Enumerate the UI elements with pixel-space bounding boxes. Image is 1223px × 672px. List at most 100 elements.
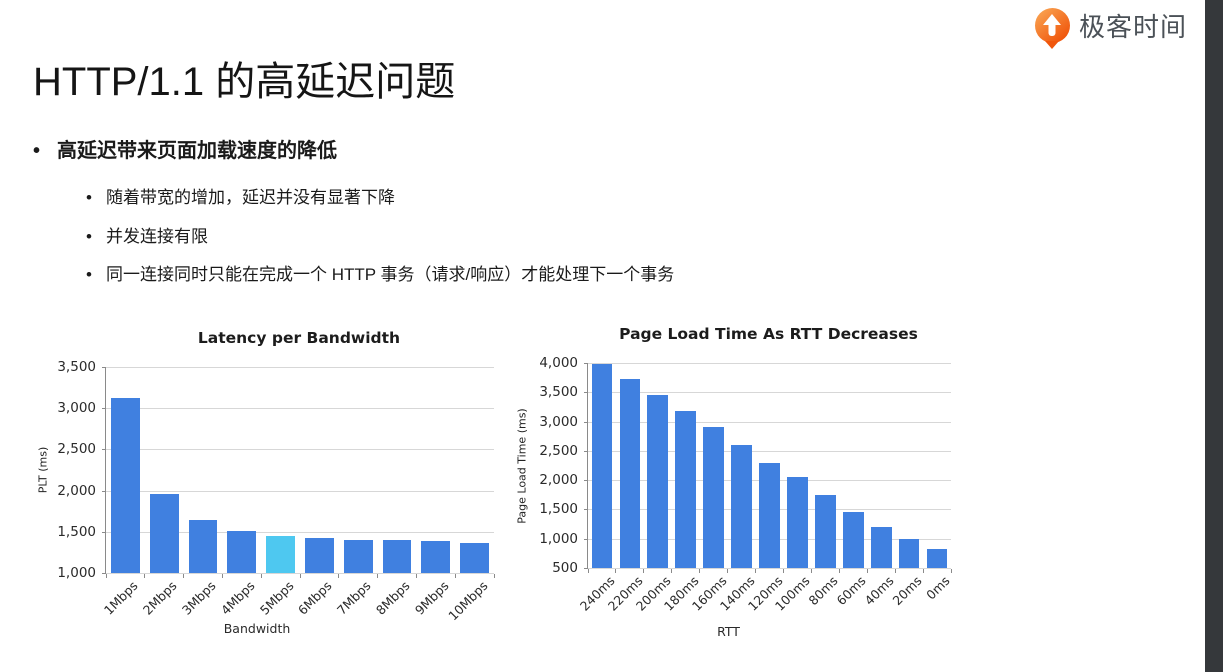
- x-tick-mark: [643, 569, 645, 573]
- y-tick-label: 1,500: [57, 523, 96, 540]
- y-tick-mark: [584, 538, 588, 540]
- plot-area: [584, 363, 952, 573]
- logo-pin-tail: [1045, 41, 1060, 49]
- x-tick-mark: [183, 574, 185, 578]
- bar-100ms: [787, 476, 808, 568]
- bar-140ms: [731, 445, 752, 568]
- x-tick-mark: [922, 569, 924, 573]
- x-tick-mark: [615, 569, 617, 573]
- bar-120ms: [759, 462, 780, 568]
- y-tick-label: 3,000: [57, 400, 96, 417]
- sub-bullet-1: • 随着带宽的增加，延迟并没有显著下降: [86, 187, 395, 208]
- logo-arrow-stem: [1048, 23, 1056, 36]
- y-tick-label: 2,500: [57, 441, 96, 458]
- x-tick-mark: [493, 574, 495, 578]
- bullet-marker: •: [86, 227, 92, 246]
- sub-bullet-3: • 同一连接同时只能在完成一个 HTTP 事务（请求/响应）才能处理下一个事务: [86, 264, 674, 285]
- sub-bullet-2-text: 并发连接有限: [106, 227, 208, 246]
- x-tick-label: 60ms: [833, 573, 869, 609]
- bar-1Mbps: [111, 397, 140, 573]
- x-tick-mark: [727, 569, 729, 573]
- bullet-main: • 高延迟带来页面加载速度的降低: [33, 139, 337, 164]
- y-tick-mark: [584, 568, 588, 569]
- y-tick-label: 2,000: [57, 482, 96, 499]
- gridline: [588, 392, 951, 394]
- y-tick-label: 1,000: [539, 530, 578, 547]
- x-tick-mark: [894, 569, 896, 573]
- x-tick-label: 0ms: [923, 573, 953, 603]
- bullet-marker: •: [86, 188, 92, 207]
- x-axis-label: Bandwidth: [223, 621, 291, 636]
- x-tick-mark: [950, 569, 952, 573]
- plot-area: [102, 367, 495, 578]
- y-tick-label: 3,500: [57, 359, 96, 375]
- y-tick-mark: [584, 392, 588, 394]
- x-tick-label: 6Mbps: [295, 578, 335, 618]
- slide-title: HTTP/1.1 的高延迟问题: [33, 59, 456, 104]
- x-tick-mark: [671, 569, 673, 573]
- chart-title: Latency per Bandwidth: [197, 329, 401, 347]
- x-tick-mark: [866, 569, 868, 573]
- x-tick-mark: [810, 569, 812, 573]
- x-tick-label: 7Mbps: [334, 578, 374, 618]
- bullet-main-text: 高延迟带来页面加载速度的降低: [57, 140, 337, 162]
- x-tick-mark: [260, 574, 262, 578]
- x-tick-label: 2Mbps: [140, 578, 180, 618]
- x-tick-mark: [299, 574, 301, 578]
- x-tick-mark: [755, 569, 757, 573]
- y-tick-mark: [584, 363, 588, 364]
- sub-bullet-1-text: 随着带宽的增加，延迟并没有显著下降: [106, 188, 395, 207]
- x-tick-mark: [587, 569, 589, 573]
- bar-7Mbps: [343, 540, 373, 573]
- bar-220ms: [619, 378, 641, 568]
- y-tick-mark: [584, 509, 588, 511]
- gridline: [106, 367, 494, 368]
- bar-240ms: [591, 364, 613, 568]
- gridline: [588, 568, 951, 569]
- y-tick-label: 2,000: [539, 472, 578, 489]
- x-tick-label: 1Mbps: [101, 578, 141, 618]
- bar-200ms: [647, 395, 669, 568]
- x-tick-label: 3Mbps: [178, 578, 219, 618]
- y-tick-label: 2,500: [539, 442, 578, 459]
- bar-3Mbps: [188, 520, 218, 573]
- geektime-logo-icon: [1034, 8, 1070, 49]
- x-tick-mark: [838, 569, 840, 573]
- bar-2Mbps: [149, 494, 179, 573]
- gridline: [588, 363, 951, 364]
- y-tick-label: 500: [552, 560, 578, 576]
- page-load-time-rtt-chart: Page Load Time As RTT Decreases Page Loa…: [508, 323, 978, 645]
- sub-bullet-3-text: 同一连接同时只能在完成一个 HTTP 事务（请求/响应）才能处理下一个事务: [106, 265, 675, 284]
- y-tick-mark: [102, 367, 106, 368]
- bar-8Mbps: [382, 540, 412, 573]
- x-tick-mark: [699, 569, 701, 573]
- latency-per-bandwidth-chart: Latency per Bandwidth PLT (ms) Bandwidth…: [33, 323, 513, 643]
- bar-60ms: [842, 512, 864, 568]
- x-tick-mark: [415, 574, 417, 578]
- bar-160ms: [703, 427, 724, 568]
- bar-20ms: [898, 539, 920, 568]
- bullet-marker: •: [86, 265, 92, 284]
- bar-4Mbps: [227, 530, 257, 573]
- gridline: [588, 421, 951, 423]
- y-tick-label: 3,000: [539, 413, 578, 430]
- bar-80ms: [815, 495, 836, 568]
- bullet-marker: •: [33, 140, 41, 162]
- y-tick-mark: [102, 573, 106, 574]
- y-tick-label: 1,000: [57, 565, 96, 581]
- gridline: [106, 573, 494, 574]
- x-tick-label: 40ms: [861, 573, 897, 609]
- geektime-logo-text: 极客时间: [1078, 12, 1187, 42]
- x-tick-label: 80ms: [805, 573, 841, 609]
- x-tick-label: 5Mbps: [256, 578, 297, 618]
- gridline: [588, 450, 951, 452]
- x-tick-mark: [221, 574, 223, 578]
- sub-bullet-2: • 并发连接有限: [86, 226, 208, 247]
- bar-9Mbps: [421, 541, 451, 573]
- gridline: [106, 531, 494, 533]
- y-tick-mark: [102, 449, 106, 451]
- y-tick-label: 4,000: [539, 355, 578, 371]
- y-tick-mark: [102, 490, 106, 492]
- bar-6Mbps: [305, 537, 334, 573]
- x-tick-label: 20ms: [889, 573, 925, 609]
